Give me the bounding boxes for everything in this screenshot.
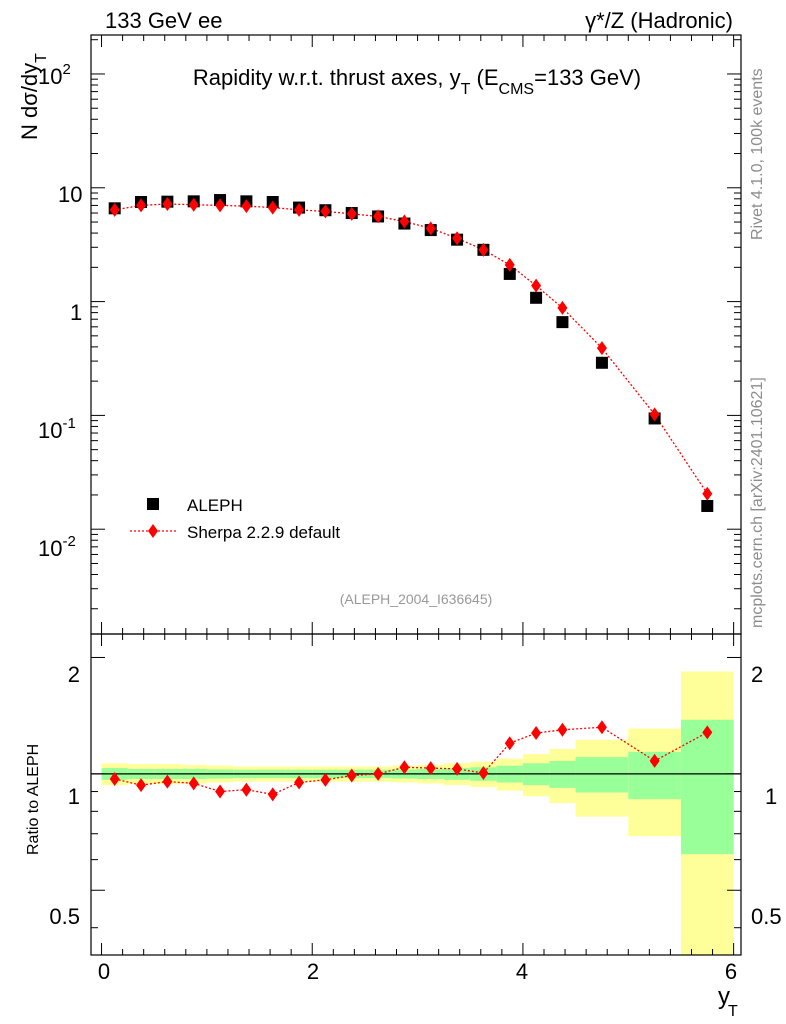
y-tick-label-10: 10: [58, 182, 82, 207]
aleph-point-15: [503, 267, 516, 280]
sherpa-point-19: [649, 407, 660, 422]
ratio-sherpa-point-3: [188, 776, 199, 791]
aleph-point-18: [595, 356, 608, 369]
y-tick-label-0.1: 10-1: [38, 415, 76, 443]
sherpa-point-14: [478, 242, 489, 257]
sherpa-point-2: [162, 197, 173, 212]
y-tick-label-0.01: 10-2: [38, 533, 76, 561]
ratio-y-tick-label-0.5-right: 0.5: [751, 904, 782, 929]
x-tick-label-4: 4: [516, 959, 528, 984]
sherpa-point-7: [294, 202, 305, 217]
ratio-uncertainty-bands: [101, 671, 734, 955]
sherpa-point-12: [425, 221, 436, 236]
main-y-axis-label: N dσ/dyT: [17, 53, 50, 140]
y-tick-label-1: 1: [70, 300, 82, 325]
x-tick-label-2: 2: [307, 959, 319, 984]
main-title: Rapidity w.r.t. thrust axes, yT (ECMS=13…: [193, 65, 641, 98]
axis-ticks: [91, 35, 741, 955]
aleph-point-20: [701, 499, 714, 512]
plot-frames: [90, 34, 742, 956]
ratio-sherpa-point-4: [215, 784, 226, 799]
ratio-plot-frame: [90, 633, 742, 956]
sherpa-point-13: [452, 231, 463, 246]
ratio-sherpa-point-5: [241, 782, 252, 797]
aleph-point-16: [530, 291, 543, 304]
sherpa-point-0: [109, 202, 120, 217]
ratio-sherpa-point-10: [373, 766, 384, 781]
ratio-sherpa-point-20: [702, 725, 713, 740]
legend-label-aleph: ALEPH: [187, 496, 243, 515]
sherpa-point-4: [215, 198, 226, 213]
legend-marker-sherpa: [148, 524, 158, 538]
ratio-y-tick-label-2: 2: [68, 662, 80, 687]
legend: ALEPH Sherpa 2.2.9 default: [130, 496, 340, 542]
header-left: 133 GeV ee: [105, 8, 222, 33]
x-tick-label-0: 0: [98, 959, 110, 984]
main-y-tick-labels: 102 10 1 10-1 10-2: [38, 61, 82, 561]
ratio-sherpa-point-7: [294, 775, 305, 790]
ratio-y-tick-labels-left: 2 1 0.5: [49, 662, 80, 929]
band-inner-bin-18: [575, 757, 629, 793]
legend-marker-aleph: [147, 498, 159, 510]
ratio-sherpa-point-13: [452, 761, 463, 776]
legend-label-sherpa: Sherpa 2.2.9 default: [187, 523, 340, 542]
x-tick-labels: 0 2 4 6: [98, 959, 737, 984]
ratio-y-tick-label-1: 1: [68, 784, 80, 809]
mcplots-reference-text: mcplots.cern.ch [arXiv:2401.10621]: [749, 377, 766, 628]
data-markers: [108, 194, 714, 802]
ratio-sherpa-point-15: [504, 736, 515, 751]
ratio-y-tick-label-0.5: 0.5: [49, 904, 80, 929]
ratio-sherpa-point-16: [531, 726, 542, 741]
ratio-sherpa-point-12: [425, 761, 436, 776]
sherpa-point-10: [373, 209, 384, 224]
ratio-y-tick-labels-right: 2 1 0.5: [751, 662, 782, 929]
ratio-sherpa-point-14: [478, 766, 489, 781]
analysis-watermark: (ALEPH_2004_I636645): [340, 591, 493, 607]
ratio-sherpa-point-0: [109, 771, 120, 786]
sherpa-point-8: [320, 204, 331, 219]
sherpa-point-9: [346, 206, 357, 221]
aleph-point-17: [556, 316, 569, 329]
y-tick-label-100: 102: [38, 61, 71, 89]
ratio-y-tick-label-1-right: 1: [765, 784, 777, 809]
rivet-version-text: Rivet 4.1.0, 100k events: [749, 68, 766, 240]
ratio-sherpa-point-17: [557, 722, 568, 737]
sherpa-point-17: [557, 300, 568, 315]
ratio-sherpa-point-8: [320, 772, 331, 787]
sherpa-line: [114, 203, 708, 495]
ratio-sherpa-point-9: [346, 768, 357, 783]
ratio-y-tick-label-2-right: 2: [751, 662, 763, 687]
ratio-sherpa-point-2: [162, 774, 173, 789]
sherpa-point-3: [188, 197, 199, 212]
x-tick-label-6: 6: [725, 959, 737, 984]
ratio-sherpa-point-19: [649, 753, 660, 768]
band-inner-bin-20: [680, 719, 734, 855]
sherpa-point-18: [596, 341, 607, 356]
ratio-sherpa-point-11: [399, 760, 410, 775]
sherpa-point-1: [136, 198, 147, 213]
sherpa-point-15: [504, 257, 515, 272]
sherpa-point-20: [702, 486, 713, 501]
sherpa-point-11: [399, 214, 410, 229]
main-plot-frame: [90, 34, 742, 635]
sherpa-point-6: [267, 200, 278, 215]
sherpa-point-5: [241, 199, 252, 214]
ratio-y-axis-label: Ratio to ALEPH: [25, 744, 42, 855]
sherpa-point-16: [531, 278, 542, 293]
header-right: γ*/Z (Hadronic): [585, 8, 733, 33]
ratio-sherpa-point-18: [596, 720, 607, 735]
ratio-sherpa-point-1: [136, 778, 147, 793]
ratio-sherpa-point-6: [267, 787, 278, 802]
